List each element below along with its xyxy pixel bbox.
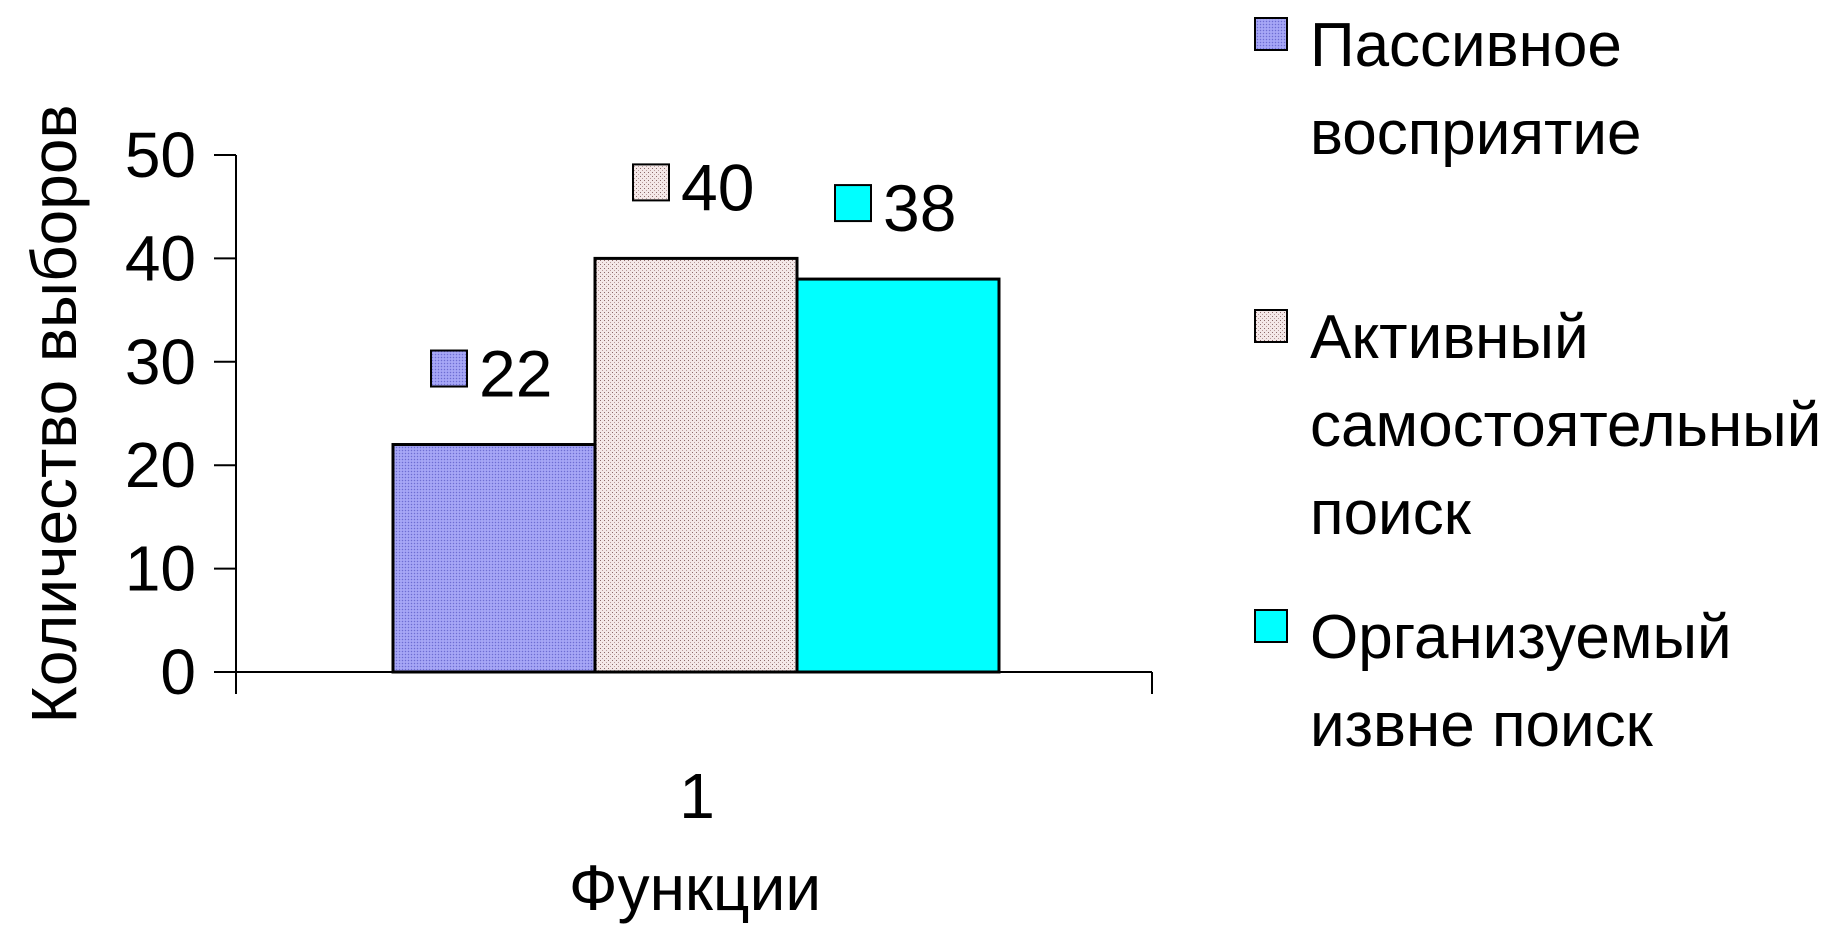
legend-label-line: Активный: [1310, 303, 1589, 372]
y-ticks: 0 10 20 30 40 50: [125, 119, 236, 708]
legend-label-line: поиск: [1310, 479, 1472, 548]
data-label-key: [430, 349, 468, 388]
y-tick-label: 20: [125, 429, 196, 501]
legend-key-1: [1254, 17, 1288, 51]
bar-series-3: [795, 277, 1001, 674]
bar-series-2: [593, 256, 799, 674]
y-tick-label: 40: [125, 222, 196, 294]
bar-series-1: [391, 443, 597, 674]
legend: Пассивное восприятие Активный самостоятельн…: [1254, 11, 1821, 760]
legend-key-2: [1254, 309, 1288, 343]
legend-label-line: Организуемый: [1310, 603, 1732, 672]
data-labels: 22 40 38: [430, 150, 956, 411]
data-label: 22: [479, 337, 552, 411]
y-tick-label: 30: [125, 326, 196, 398]
y-tick-label: 50: [125, 119, 196, 191]
y-tick-label: 0: [160, 636, 196, 708]
bars: [391, 256, 1001, 674]
y-tick-label: 10: [125, 533, 196, 605]
data-label-key: [834, 184, 872, 223]
data-label: 38: [883, 171, 956, 245]
x-tick-label: 1: [679, 760, 715, 832]
x-axis-title: Функции: [569, 852, 821, 924]
data-label-key: [632, 163, 670, 202]
legend-key-3: [1254, 609, 1288, 643]
legend-label-line: Пассивное: [1310, 11, 1622, 80]
y-axis-title: Количество выборов: [18, 105, 90, 724]
legend-label-line: извне поиск: [1310, 691, 1654, 760]
legend-label-line: восприятие: [1310, 99, 1642, 168]
legend-label-line: самостоятельный: [1310, 391, 1821, 460]
data-label: 40: [681, 150, 754, 224]
